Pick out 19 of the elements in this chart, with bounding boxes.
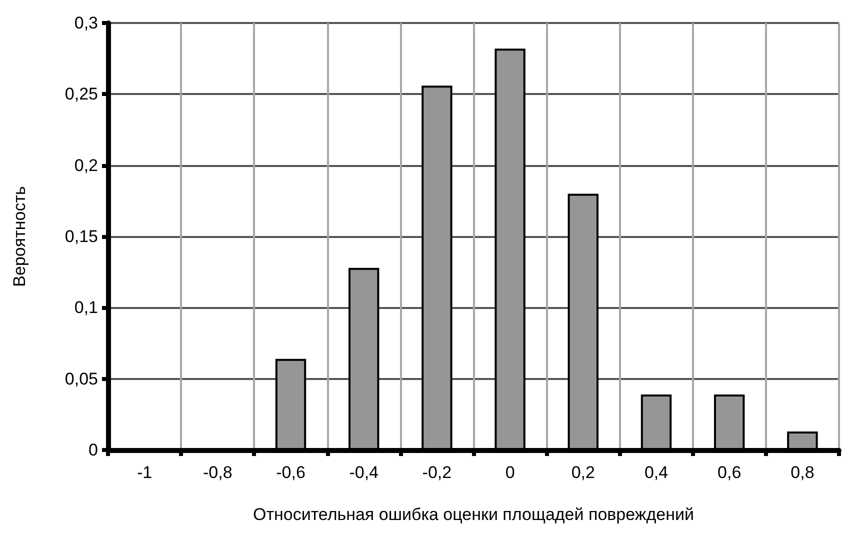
y-axis-title: Вероятность (10, 186, 29, 287)
x-tick-label: -0,6 (276, 463, 306, 482)
y-tick-label: 0,25 (64, 84, 98, 104)
x-axis-title: Относительная ошибка оценки площадей повреждений (252, 505, 694, 524)
y-tick-label: 0,1 (74, 298, 98, 318)
x-tick-label: 0 (505, 463, 515, 482)
x-tick-label: 0,8 (790, 463, 814, 482)
x-tick-label: -0,2 (422, 463, 452, 482)
y-tick-label: 0 (88, 440, 98, 460)
x-tick-label: 0,6 (718, 463, 742, 482)
x-tick-label: -0,4 (349, 463, 378, 482)
y-tick-label: 0,05 (64, 369, 98, 388)
y-tick-label: 0,15 (64, 227, 98, 246)
x-tick-label: 0,2 (571, 463, 595, 482)
x-tick-label: 0,4 (644, 463, 668, 482)
x-tick-label: -1 (136, 463, 152, 482)
y-tick-label: 0,2 (74, 156, 98, 175)
y-tick-label: 0,3 (74, 14, 98, 32)
x-tick-label: -0,8 (203, 463, 232, 482)
